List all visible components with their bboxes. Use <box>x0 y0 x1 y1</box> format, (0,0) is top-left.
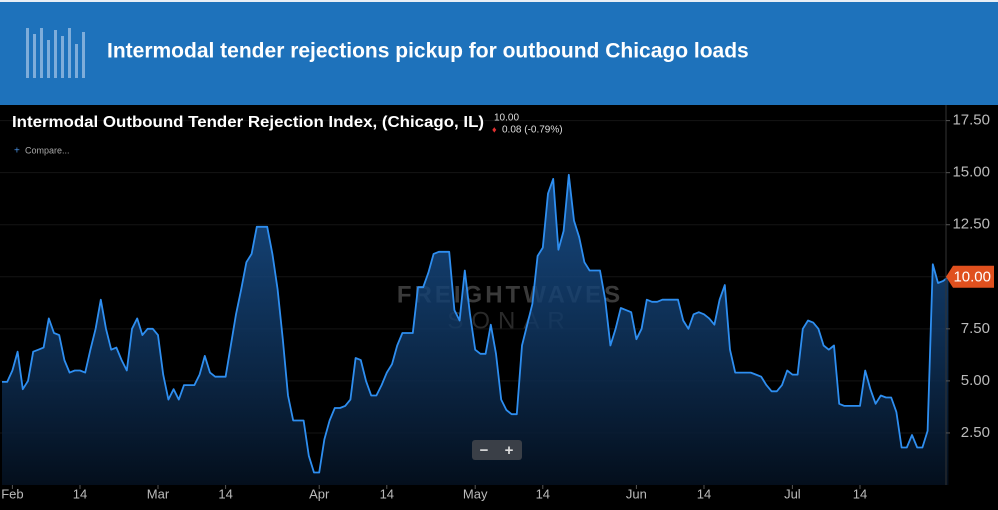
compare-icon: + <box>14 146 20 157</box>
x-tick-label: 14 <box>218 486 232 501</box>
area <box>2 174 949 486</box>
chart-title: Intermodal Outbound Tender Rejection Ind… <box>12 114 484 131</box>
y-tick-label: 12.50 <box>952 216 990 233</box>
y-tick-label: 17.50 <box>952 112 990 129</box>
x-tick-label: Feb <box>1 486 23 501</box>
change-value: 0.08 (-0.79%) <box>502 125 563 136</box>
zoom-bar <box>472 440 522 460</box>
y-tick-label: 7.50 <box>961 320 990 337</box>
header-top-rule <box>0 0 998 2</box>
y-tick-label: 15.00 <box>952 164 990 181</box>
last-value-label: 10.00 <box>953 269 991 286</box>
line <box>2 173 949 474</box>
y-tick-label: 5.00 <box>961 372 990 389</box>
x-tick-label: 14 <box>536 486 550 501</box>
y-tick-label: 2.50 <box>961 424 990 441</box>
last-value-tag <box>946 265 994 288</box>
header-bar <box>0 0 998 105</box>
zoom-out[interactable]: − <box>480 442 489 459</box>
x-tick-label: Jul <box>784 486 801 501</box>
x-tick-label: Apr <box>309 486 330 501</box>
change-marker: ♦ <box>492 124 497 134</box>
x-tick-label: 14 <box>380 486 394 501</box>
x-tick-label: Mar <box>147 486 170 501</box>
current-value: 10.00 <box>494 113 519 124</box>
x-tick-label: 14 <box>697 486 711 501</box>
logo <box>26 28 85 78</box>
x-tick-label: 14 <box>853 486 867 501</box>
header-title: Intermodal tender rejections pickup for … <box>107 40 749 63</box>
x-tick-label: Jun <box>626 486 647 501</box>
x-tick-label: May <box>463 486 488 501</box>
zoom-in[interactable]: + <box>505 442 514 459</box>
x-tick-label: 14 <box>73 486 87 501</box>
compare-legend[interactable]: Compare... <box>25 145 70 155</box>
